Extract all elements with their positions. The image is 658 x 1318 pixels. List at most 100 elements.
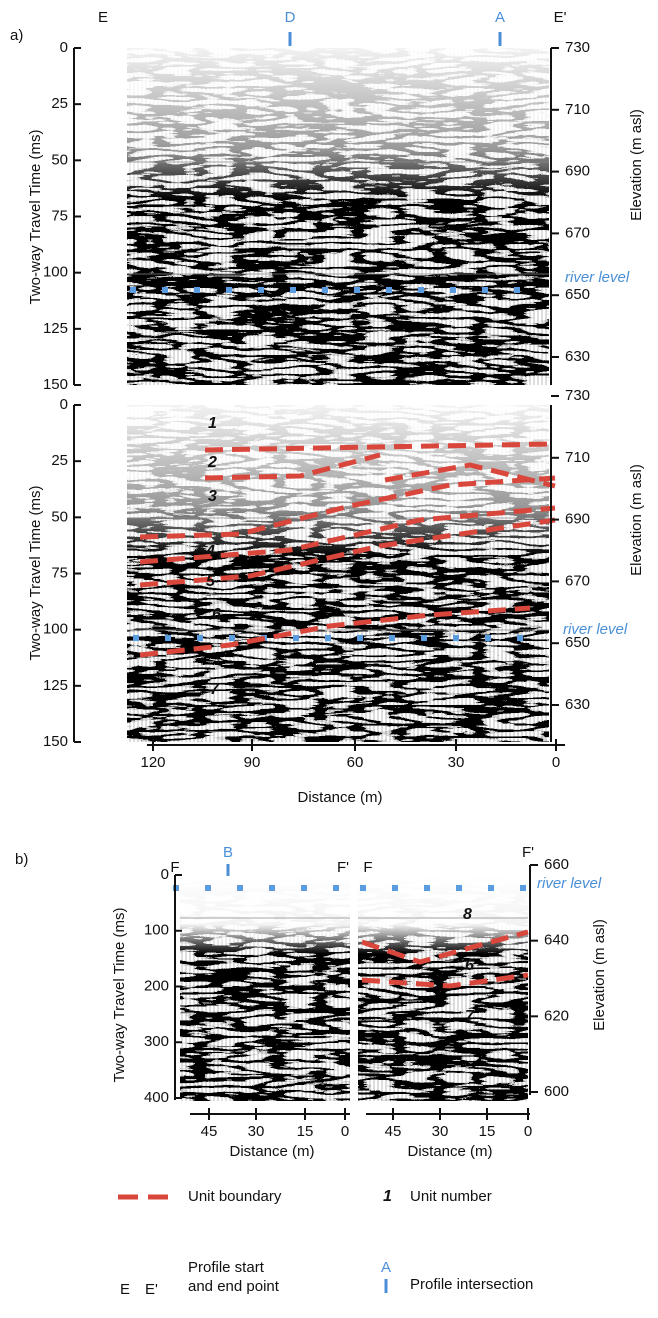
unit-number: 4 <box>205 543 215 560</box>
intersection-label: D <box>285 9 296 26</box>
intersection-label: B <box>223 844 233 861</box>
x-tick-label: 30 <box>448 754 465 771</box>
river-level-label: river level <box>563 621 628 638</box>
y2-tick-label: 690 <box>565 163 590 180</box>
y2-tick-label: 670 <box>565 224 590 241</box>
y2-tick-label: 650 <box>565 286 590 303</box>
y2-axis-title: Elevation (m asl) <box>591 919 608 1031</box>
y2-tick-label: 620 <box>544 1007 569 1024</box>
y2-tick-label: 710 <box>565 101 590 118</box>
ticks: 0255075100125150025507510012515073071069… <box>43 39 590 1140</box>
radargram-a-top <box>127 48 549 385</box>
x-tick-label: 90 <box>244 754 261 771</box>
river-level-label: river level <box>565 269 630 286</box>
legend-symbol: E' <box>145 1281 158 1298</box>
unit-number: 5 <box>206 573 216 590</box>
unit-number: 2 <box>207 454 217 471</box>
x-tick-label: 15 <box>479 1123 496 1140</box>
y-axis-title: Two-way Travel Time (ms) <box>111 907 128 1082</box>
unit-number: 8 <box>463 906 472 923</box>
unit-numbers: 1 2 3 4 5 6 7 8 6 7 <box>205 415 475 1025</box>
y2-tick-label: 730 <box>565 39 590 56</box>
legend-label: Unit boundary <box>188 1188 282 1205</box>
y-tick-label: 0 <box>60 39 68 56</box>
legend-label: Unit number <box>410 1188 492 1205</box>
x-axis-title: Distance (m) <box>229 1143 314 1160</box>
y2-axis-title: Elevation (m asl) <box>628 109 645 221</box>
unit-number: 3 <box>208 488 217 505</box>
y2-tick-label: 670 <box>565 572 590 589</box>
intersection-label: A <box>495 9 505 26</box>
x-tick-label: 0 <box>524 1123 532 1140</box>
profile-end-label: F' <box>522 844 534 861</box>
y-tick-label: 200 <box>144 977 169 994</box>
legend: Unit boundary 1 Unit number E E' Profile… <box>118 1188 533 1298</box>
unit-boundaries <box>139 441 556 989</box>
y-tick-label: 75 <box>51 207 68 224</box>
y-tick-label: 100 <box>43 621 68 638</box>
profile-end-label: F <box>363 859 372 876</box>
y2-tick-label: 730 <box>565 387 590 404</box>
x-axis-title: Distance (m) <box>297 789 382 806</box>
x-tick-label: 15 <box>297 1123 314 1140</box>
y-tick-label: 150 <box>43 376 68 393</box>
y-tick-label: 50 <box>51 508 68 525</box>
panel-label: b) <box>15 851 28 868</box>
radargram-a-bottom <box>127 405 549 742</box>
y-tick-label: 50 <box>51 151 68 168</box>
panel-label: a) <box>10 27 23 44</box>
y-tick-label: 0 <box>60 396 68 413</box>
profile-end-label: E' <box>554 9 567 26</box>
y-tick-label: 75 <box>51 564 68 581</box>
river-level-label: river level <box>537 875 602 892</box>
y-tick-label: 0 <box>161 866 169 883</box>
legend-label: Profile intersection <box>410 1276 533 1293</box>
legend-symbol: 1 <box>383 1188 392 1205</box>
y2-tick-label: 600 <box>544 1083 569 1100</box>
y2-tick-label: 690 <box>565 511 590 528</box>
legend-label: Profile start <box>188 1259 265 1276</box>
y-tick-label: 25 <box>51 95 68 112</box>
y-tick-label: 25 <box>51 452 68 469</box>
legend-label: and end point <box>188 1278 280 1295</box>
x-tick-label: 120 <box>140 754 165 771</box>
unit-number: 1 <box>208 415 217 432</box>
profile-end-label: F <box>170 859 179 876</box>
x-tick-label: 0 <box>341 1123 349 1140</box>
y-axis-title: Two-way Travel Time (ms) <box>27 129 44 304</box>
y-tick-label: 400 <box>144 1089 169 1106</box>
x-axis-title: Distance (m) <box>407 1143 492 1160</box>
y-tick-label: 100 <box>43 264 68 281</box>
radargram-b-left <box>180 875 350 1101</box>
unit-number: 6 <box>212 606 221 623</box>
y2-tick-label: 650 <box>565 634 590 651</box>
y2-tick-label: 630 <box>565 696 590 713</box>
y2-tick-label: 710 <box>565 449 590 466</box>
unit-number: 6 <box>465 957 474 974</box>
x-tick-label: 60 <box>347 754 364 771</box>
y2-tick-label: 660 <box>544 856 569 873</box>
unit-number: 7 <box>465 1008 475 1025</box>
y-tick-label: 100 <box>144 922 169 939</box>
y-tick-label: 125 <box>43 677 68 694</box>
y-axis-title: Two-way Travel Time (ms) <box>27 485 44 660</box>
x-tick-label: 0 <box>552 754 560 771</box>
y2-axis-title: Elevation (m asl) <box>628 464 645 576</box>
y-tick-label: 150 <box>43 733 68 750</box>
y-tick-label: 125 <box>43 320 68 337</box>
legend-symbol: A <box>381 1259 391 1276</box>
y2-tick-label: 640 <box>544 932 569 949</box>
x-tick-label: 30 <box>432 1123 449 1140</box>
river-level-lines <box>130 287 533 891</box>
profile-end-label: F' <box>337 859 349 876</box>
profile-end-label: E <box>98 9 108 26</box>
legend-symbol: E <box>120 1281 130 1298</box>
y2-tick-label: 630 <box>565 348 590 365</box>
unit-number: 7 <box>210 681 220 698</box>
y-tick-label: 300 <box>144 1033 169 1050</box>
x-tick-label: 30 <box>248 1123 265 1140</box>
x-tick-label: 45 <box>385 1123 402 1140</box>
x-tick-label: 45 <box>201 1123 218 1140</box>
